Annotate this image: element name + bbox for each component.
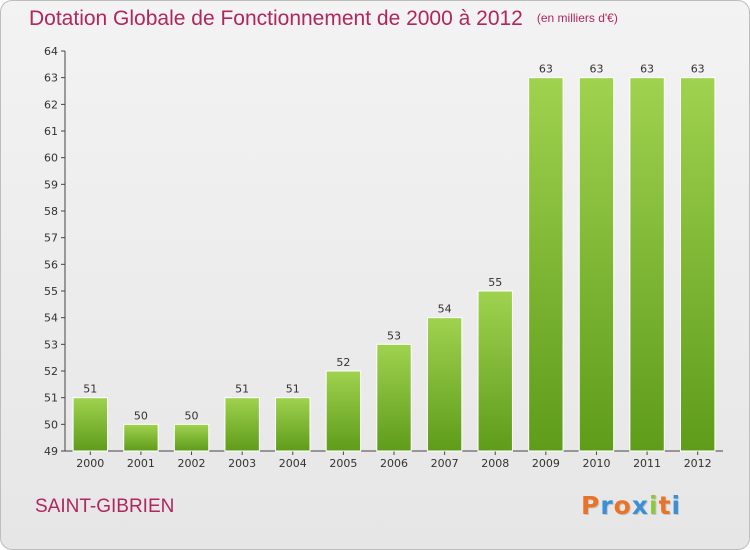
y-tick-label: 51 bbox=[44, 392, 58, 405]
x-tick-label: 2008 bbox=[481, 457, 509, 470]
y-tick-label: 61 bbox=[44, 125, 58, 138]
x-tick-label: 2012 bbox=[684, 457, 712, 470]
x-tick-label: 2001 bbox=[127, 457, 155, 470]
bar-value-label: 50 bbox=[134, 409, 148, 422]
bar bbox=[173, 423, 210, 452]
bar-value-label: 51 bbox=[235, 383, 249, 396]
bar-value-label: 55 bbox=[488, 276, 502, 289]
chart-labels: 51 2000 50 2001 50 2002 51 2003 51 2004 52 2005 53 20… bbox=[76, 63, 711, 470]
logo-letter: t bbox=[658, 491, 672, 520]
chart-unit: (en milliers d'€) bbox=[536, 11, 618, 25]
chart-title: Dotation Globale de Fonctionnement de 20… bbox=[29, 7, 618, 31]
bar-value-label: 63 bbox=[691, 63, 705, 76]
chart-title-text: Dotation Globale de Fonctionnement de 20… bbox=[29, 7, 523, 30]
x-tick-label: 2009 bbox=[532, 457, 560, 470]
y-tick-label: 52 bbox=[44, 365, 58, 378]
logo-letter: o bbox=[613, 491, 632, 520]
y-tick-label: 50 bbox=[44, 418, 58, 431]
bar-value-label: 50 bbox=[185, 409, 199, 422]
bar-value-label: 63 bbox=[539, 63, 553, 76]
y-tick-label: 62 bbox=[44, 98, 58, 111]
bar bbox=[123, 423, 159, 452]
bar-value-label: 63 bbox=[640, 63, 654, 76]
bar bbox=[528, 77, 564, 452]
x-tick-label: 2005 bbox=[329, 457, 357, 470]
proxiti-logo[interactable]: Proxiti bbox=[581, 491, 681, 520]
y-tick-label: 53 bbox=[44, 338, 58, 351]
y-tick-label: 55 bbox=[44, 285, 58, 298]
y-tick-label: 56 bbox=[44, 258, 58, 271]
bar bbox=[477, 290, 513, 452]
y-tick-label: 57 bbox=[44, 232, 58, 245]
y-tick-label: 59 bbox=[44, 178, 58, 191]
bar-value-label: 63 bbox=[589, 63, 603, 76]
bar-value-label: 51 bbox=[83, 383, 97, 396]
logo-letter: x bbox=[631, 491, 649, 520]
bar bbox=[275, 397, 311, 452]
y-tick-label: 60 bbox=[44, 152, 58, 165]
x-tick-label: 2000 bbox=[76, 457, 104, 470]
y-tick-label: 58 bbox=[44, 205, 58, 218]
bar bbox=[325, 370, 362, 452]
commune-name: SAINT-GIBRIEN bbox=[35, 496, 175, 517]
y-tick-label: 64 bbox=[44, 45, 58, 58]
x-tick-label: 2011 bbox=[633, 457, 661, 470]
x-tick-label: 2006 bbox=[380, 457, 408, 470]
x-tick-label: 2002 bbox=[178, 457, 206, 470]
bar bbox=[679, 77, 716, 452]
bar bbox=[426, 317, 463, 452]
y-tick-label: 49 bbox=[44, 445, 58, 458]
bar-value-label: 53 bbox=[387, 329, 401, 342]
bar bbox=[72, 397, 109, 452]
chart-bars bbox=[72, 77, 716, 452]
bar bbox=[629, 77, 665, 452]
x-tick-label: 2010 bbox=[582, 457, 610, 470]
x-tick-label: 2007 bbox=[431, 457, 459, 470]
bar-value-label: 54 bbox=[438, 303, 452, 316]
logo-letter: i bbox=[649, 491, 659, 520]
bar-value-label: 52 bbox=[336, 356, 350, 369]
bar bbox=[578, 77, 615, 452]
y-tick-label: 63 bbox=[44, 72, 58, 85]
bar bbox=[224, 397, 260, 452]
y-tick-label: 54 bbox=[44, 312, 58, 325]
bar-value-label: 51 bbox=[286, 383, 300, 396]
logo-letter: r bbox=[600, 491, 614, 520]
logo-letter: i bbox=[671, 491, 682, 520]
bar bbox=[376, 343, 412, 452]
logo-letter: P bbox=[581, 491, 601, 520]
x-tick-label: 2003 bbox=[228, 457, 256, 470]
x-tick-label: 2004 bbox=[279, 457, 307, 470]
